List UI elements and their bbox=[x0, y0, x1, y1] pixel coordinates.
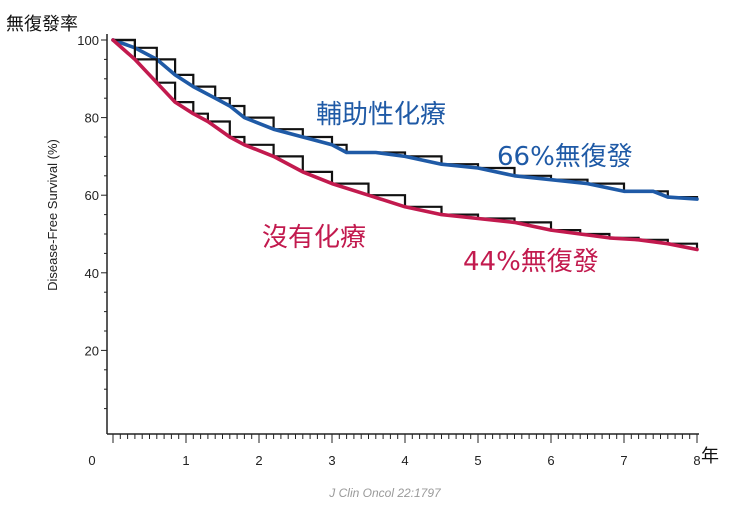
citation: J Clin Oncol 22:1797 bbox=[328, 486, 442, 500]
x-tick-label: 5 bbox=[474, 453, 481, 468]
y-tick-label: 20 bbox=[85, 343, 99, 358]
y-tick-label: 80 bbox=[85, 111, 99, 126]
y-axis-title: 無復發率 bbox=[6, 14, 78, 35]
y-tick-label: 40 bbox=[85, 266, 99, 281]
x-tick-label: 4 bbox=[401, 453, 408, 468]
x-axis-unit: 年 bbox=[701, 446, 719, 467]
series-layer bbox=[111, 38, 699, 252]
series-label-chemo: 輔助性化療 bbox=[316, 100, 446, 130]
series-label-no-chemo: 沒有化療 bbox=[262, 223, 366, 253]
x-tick-label: 0 bbox=[88, 453, 95, 468]
x-tick-label: 8 bbox=[693, 453, 700, 468]
x-tick-label: 7 bbox=[620, 453, 627, 468]
axes: 0 1 2 3 4 5 6 7 8 20 40 60 80 100 bbox=[77, 33, 700, 468]
x-tick-label: 6 bbox=[547, 453, 554, 468]
end-label-chemo: 66%無復發 bbox=[497, 142, 633, 172]
y-tick-label: 100 bbox=[77, 33, 99, 48]
series-line-chemo bbox=[111, 38, 699, 201]
x-tick-label: 3 bbox=[328, 453, 335, 468]
km-step-line-no-chemo bbox=[113, 38, 699, 250]
y-tick-label: 60 bbox=[85, 188, 99, 203]
end-label-no-chemo: 44%無復發 bbox=[463, 247, 599, 277]
y-axis-label: Disease-Free Survival (%) bbox=[45, 139, 60, 291]
x-tick-label: 2 bbox=[255, 453, 262, 468]
series-line-no-chemo bbox=[111, 38, 699, 252]
x-tick-label: 1 bbox=[182, 453, 189, 468]
